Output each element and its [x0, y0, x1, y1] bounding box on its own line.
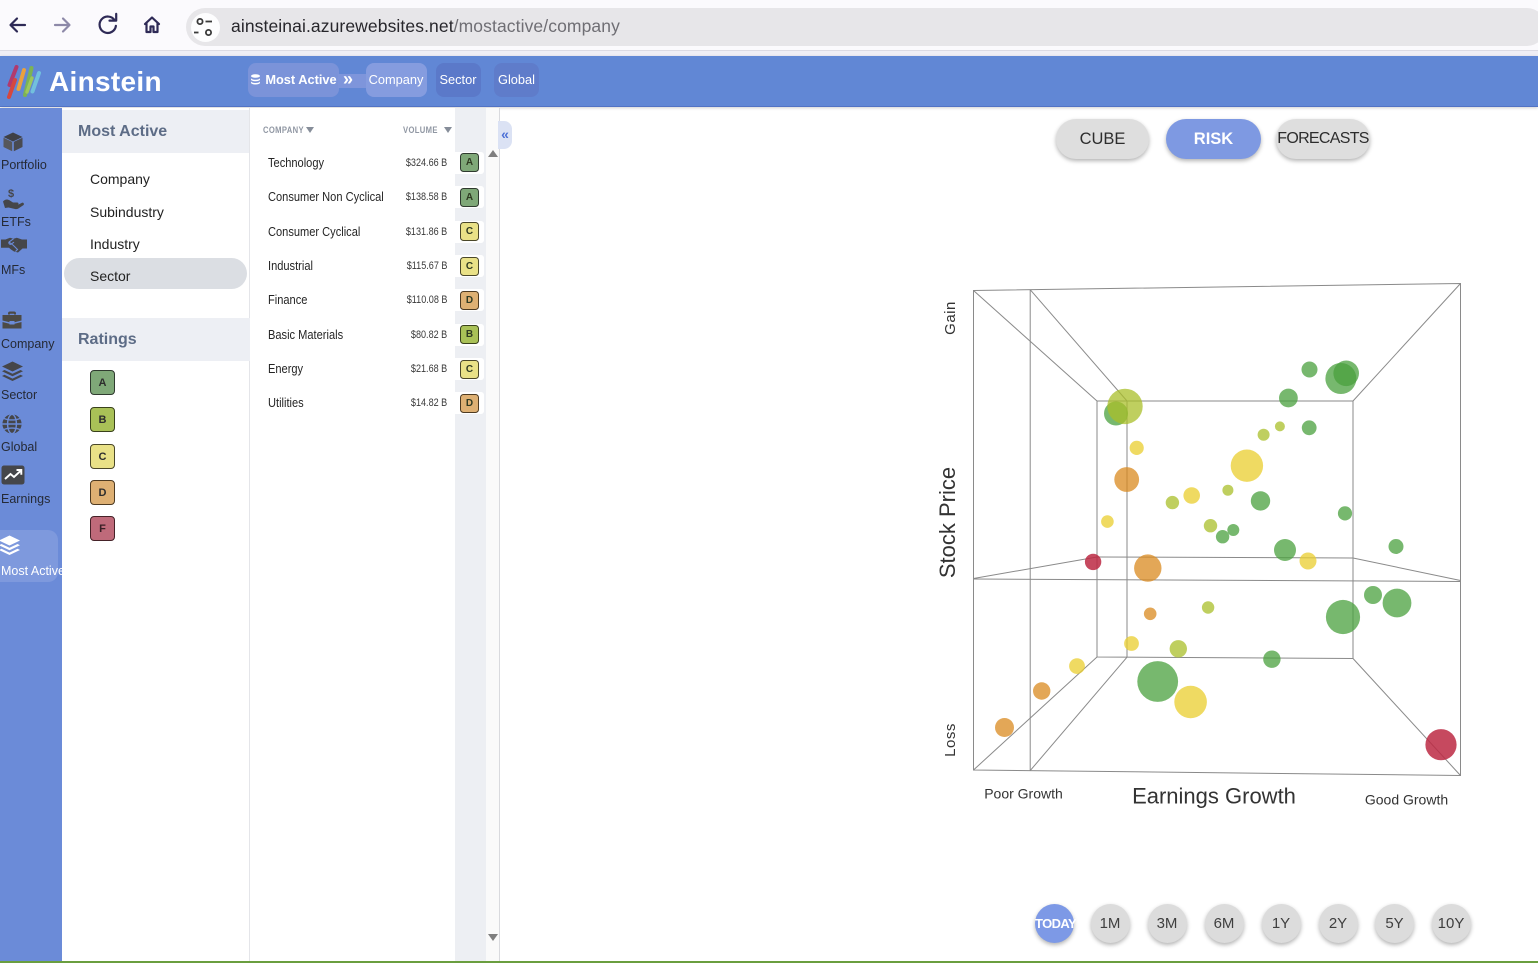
svg-text:Good Growth: Good Growth — [1365, 792, 1448, 808]
svg-text:Loss: Loss — [942, 723, 959, 757]
svg-text:Earnings Growth: Earnings Growth — [1132, 784, 1296, 809]
svg-text:$: $ — [8, 188, 14, 200]
svg-text:Gain: Gain — [942, 301, 959, 335]
svg-text:Stock Price: Stock Price — [935, 467, 960, 578]
svg-text:Poor Growth: Poor Growth — [984, 786, 1063, 802]
